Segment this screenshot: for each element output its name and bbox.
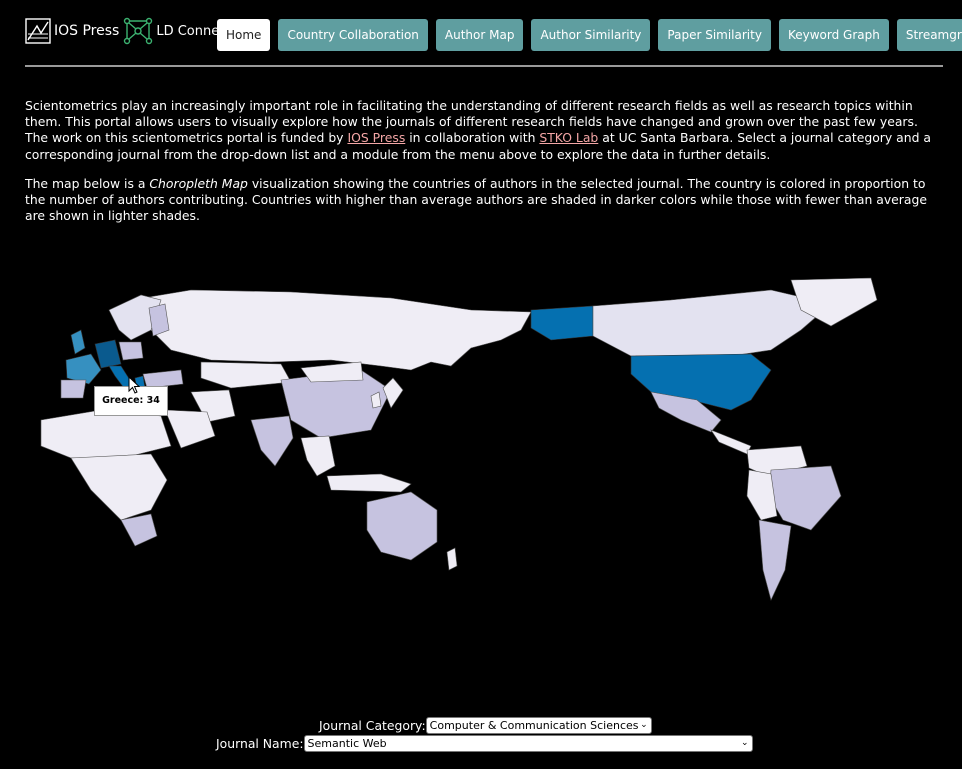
country-australia[interactable] — [366, 491, 438, 561]
ios-press-logo-icon — [25, 18, 51, 44]
mouse-cursor-icon — [128, 376, 140, 394]
nav-author-map-button[interactable]: Author Map — [435, 19, 524, 51]
country-mongolia[interactable] — [300, 361, 364, 383]
country-poland[interactable] — [118, 341, 144, 361]
country-indonesia[interactable] — [326, 473, 412, 493]
country-spain[interactable] — [60, 379, 87, 399]
intro-p2-text-a: The map below is a — [25, 175, 150, 191]
intro-paragraph-1: Scientometrics play an increasingly impo… — [25, 98, 943, 163]
intro-p1-text-a: Scientometrics play an increasingly impo… — [25, 98, 918, 146]
logo-text: IOS Press — [54, 23, 120, 39]
country-argentina-chile[interactable] — [758, 519, 792, 601]
intro-p1-text-c: at UC Santa Barbara. Select a journal ca… — [25, 130, 932, 162]
nav-streamgraph-button[interactable]: Streamgraph — [896, 19, 962, 51]
journal-name-value: Semantic Web — [307, 737, 387, 750]
country-south-africa[interactable] — [120, 513, 158, 547]
country-canada[interactable] — [592, 289, 832, 357]
country-norway-sweden[interactable] — [108, 294, 162, 341]
nav-menu: Home Country Collaboration Author Map Au… — [217, 19, 962, 51]
country-japan[interactable] — [382, 377, 404, 409]
country-southeast-asia[interactable] — [300, 435, 336, 477]
country-new-zealand[interactable] — [446, 547, 458, 571]
intro-p2-emphasis: Choropleth Map — [149, 175, 248, 191]
country-korea[interactable] — [370, 391, 382, 409]
logo-ld-text: LD Connect — [156, 23, 232, 39]
journal-name-label: Journal Name: — [216, 736, 304, 751]
nav-keyword-graph-button[interactable]: Keyword Graph — [778, 19, 889, 51]
header: IOS Press LD Connect Home Country Collab… — [25, 14, 962, 54]
world-map-svg[interactable] — [31, 270, 879, 610]
country-france[interactable] — [65, 353, 102, 385]
stko-lab-link[interactable]: STKO Lab — [539, 130, 599, 146]
country-kazakhstan[interactable] — [200, 361, 292, 389]
country-usa[interactable] — [630, 353, 772, 411]
country-uk[interactable] — [70, 329, 86, 355]
intro-text: Scientometrics play an increasingly impo… — [25, 98, 943, 237]
intro-paragraph-2: The map below is a Choropleth Map visual… — [25, 176, 943, 225]
chevron-down-icon: ⌄ — [740, 738, 749, 748]
country-india[interactable] — [250, 415, 294, 467]
intro-p2-text-b: visualization showing the countries of a… — [25, 175, 927, 224]
journal-category-select[interactable]: Computer & Communication Sciences ⌄ — [425, 717, 652, 734]
journal-category-value: Computer & Communication Sciences — [429, 719, 639, 732]
ios-press-link[interactable]: IOS Press — [347, 130, 406, 146]
journal-name-select[interactable]: Semantic Web ⌄ — [303, 735, 753, 752]
chevron-down-icon: ⌄ — [640, 720, 648, 730]
country-turkey[interactable] — [142, 369, 184, 389]
journal-category-label: Journal Category: — [319, 718, 426, 733]
nav-home-button[interactable]: Home — [217, 19, 271, 51]
country-finland[interactable] — [148, 303, 170, 337]
country-central-africa[interactable] — [70, 453, 168, 521]
nav-paper-similarity-button[interactable]: Paper Similarity — [658, 19, 771, 51]
journal-category-row: Journal Category: Computer & Communicati… — [319, 717, 652, 734]
header-divider — [25, 65, 943, 67]
country-germany[interactable] — [94, 339, 122, 369]
country-north-africa[interactable] — [40, 409, 172, 459]
ld-connect-graph-icon — [124, 17, 153, 45]
journal-name-row: Journal Name: Semantic Web ⌄ — [216, 735, 753, 752]
country-greenland[interactable] — [790, 277, 878, 327]
country-brazil[interactable] — [768, 465, 842, 531]
country-alaska[interactable] — [530, 305, 594, 341]
logo[interactable]: IOS Press LD Connect — [25, 16, 231, 46]
nav-author-similarity-button[interactable]: Author Similarity — [531, 19, 651, 51]
country-saudi-arabia[interactable] — [164, 409, 216, 449]
intro-p1-text-b: in collaboration with — [405, 130, 540, 146]
choropleth-map[interactable] — [31, 270, 879, 610]
country-central-america[interactable] — [710, 429, 752, 455]
country-mexico[interactable] — [650, 391, 722, 433]
country-russia[interactable] — [130, 289, 532, 371]
country-peru-bolivia[interactable] — [746, 469, 778, 521]
nav-country-collaboration-button[interactable]: Country Collaboration — [278, 19, 428, 51]
